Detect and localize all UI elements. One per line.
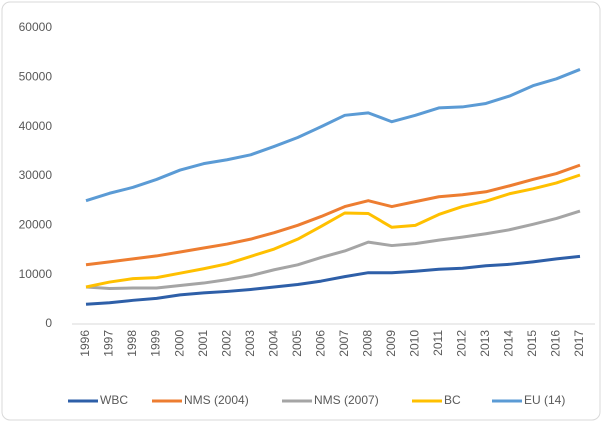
x-tick-label: 2008 [360, 330, 374, 357]
x-tick-label: 2007 [337, 330, 351, 357]
series-line [85, 173, 581, 289]
x-tick-label: 2013 [478, 330, 492, 357]
legend-label: WBC [100, 393, 128, 407]
legend-label: EU (14) [524, 393, 565, 407]
x-tick-label: 2005 [290, 330, 304, 357]
x-tick-label: 2012 [455, 330, 469, 357]
series-line [85, 209, 581, 290]
x-tick-label: 1998 [125, 330, 139, 357]
x-tick-label: 2016 [549, 330, 563, 357]
x-tick-label: 1997 [102, 330, 116, 357]
y-tick-label: 10000 [19, 267, 53, 281]
y-tick-label: 40000 [19, 119, 53, 133]
series-line [85, 254, 581, 306]
y-tick-label: 0 [45, 316, 52, 330]
x-tick-label: 1996 [78, 330, 92, 357]
x-tick-label: 2017 [572, 330, 586, 357]
y-tick-label: 50000 [19, 70, 53, 84]
y-tick-label: 20000 [19, 218, 53, 232]
y-tick-label: 60000 [19, 20, 53, 34]
x-tick-label: 2004 [266, 330, 280, 357]
x-tick-label: 2014 [502, 330, 516, 357]
x-tick-label: 2001 [196, 330, 210, 357]
x-tick-label: 2015 [525, 330, 539, 357]
y-tick-label: 30000 [19, 168, 53, 182]
x-tick-label: 2010 [408, 330, 422, 357]
x-tick-label: 1999 [149, 330, 163, 357]
x-tick-label: 2011 [431, 330, 445, 356]
legend-label: BC [444, 393, 461, 407]
x-tick-label: 2000 [172, 330, 186, 357]
x-tick-label: 2003 [243, 330, 257, 357]
x-tick-label: 2009 [384, 330, 398, 357]
legend-label: NMS (2007) [314, 393, 379, 407]
legend-label: NMS (2004) [184, 393, 249, 407]
series-line [85, 68, 581, 203]
x-tick-label: 2006 [313, 330, 327, 357]
series-line [85, 163, 581, 267]
x-tick-label: 2002 [219, 330, 233, 357]
